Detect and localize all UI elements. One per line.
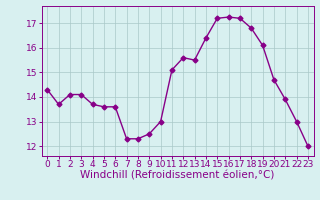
X-axis label: Windchill (Refroidissement éolien,°C): Windchill (Refroidissement éolien,°C) <box>80 171 275 181</box>
